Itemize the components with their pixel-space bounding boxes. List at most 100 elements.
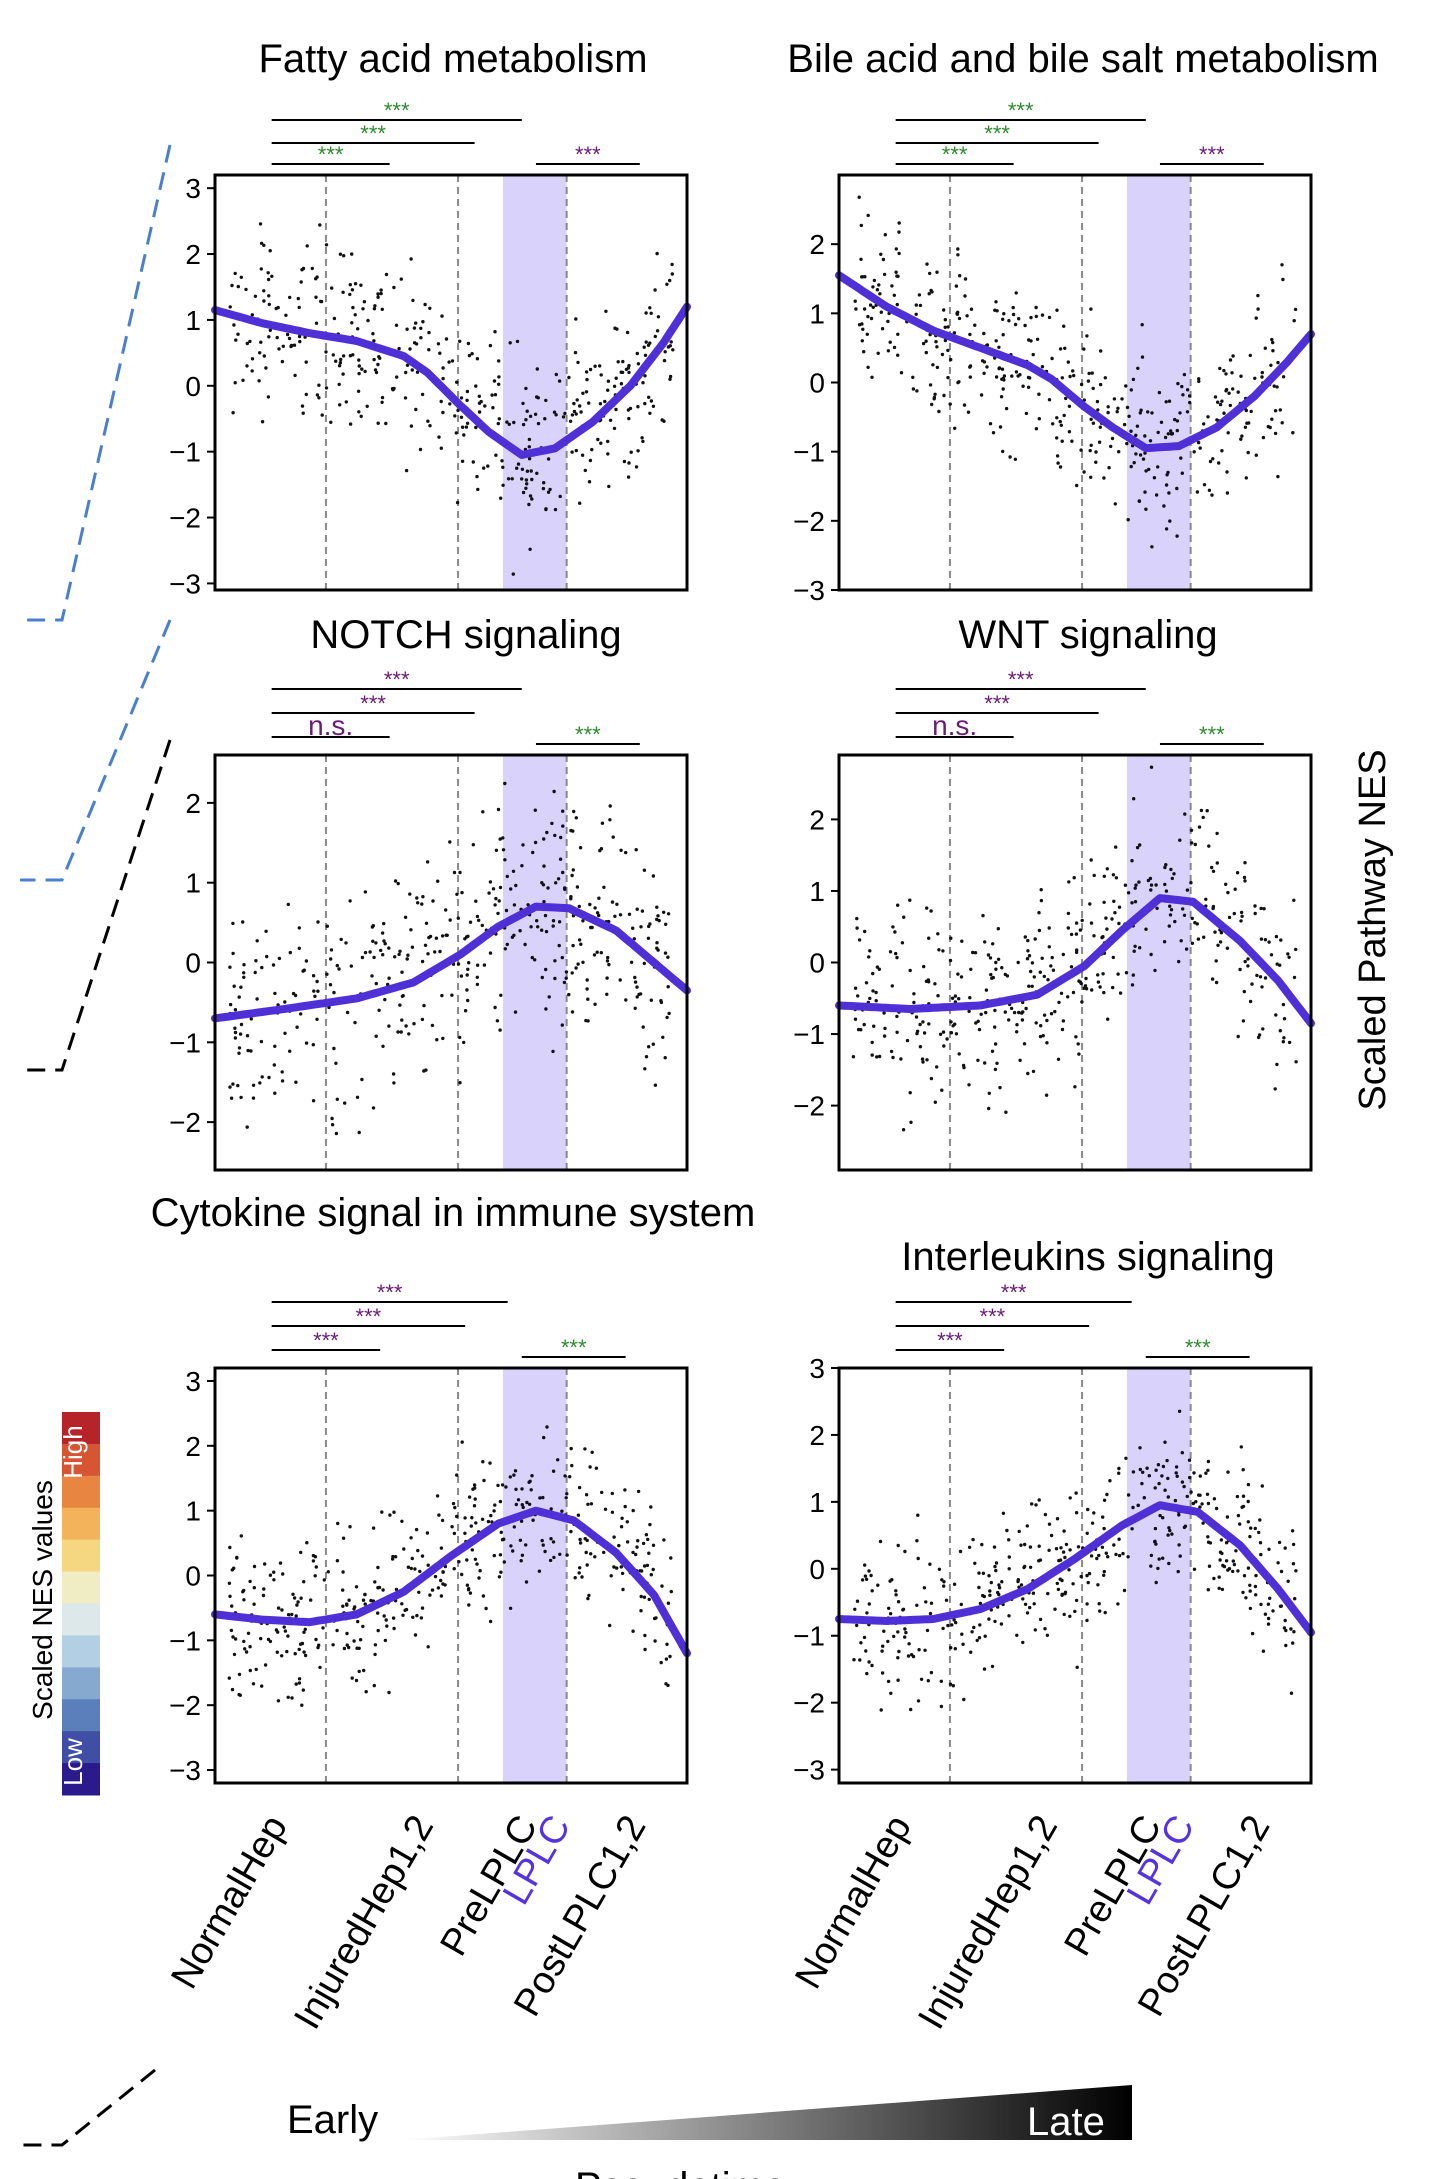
- scatter-point: [991, 431, 996, 435]
- scatter-point: [1030, 961, 1035, 965]
- scatter-point: [1067, 430, 1072, 434]
- scatter-point: [407, 1032, 411, 1036]
- scatter-point: [297, 946, 301, 950]
- scatter-point: [1133, 900, 1138, 904]
- scatter-point: [1227, 915, 1232, 920]
- scatter-point: [1278, 963, 1282, 967]
- scatter-point: [605, 959, 610, 963]
- scatter-point: [1239, 437, 1243, 441]
- scatter-point: [957, 997, 961, 1001]
- scatter-point: [337, 967, 341, 971]
- scatter-point: [237, 1051, 241, 1055]
- scatter-point: [1141, 457, 1146, 461]
- scatter-point: [575, 398, 579, 402]
- scatter-point: [1039, 1023, 1043, 1028]
- scatter-point: [423, 943, 428, 947]
- scatter-point: [477, 1576, 481, 1580]
- scatter-point: [466, 1588, 471, 1592]
- scatter-point: [303, 1653, 308, 1658]
- scatter-point: [531, 850, 535, 855]
- scatter-point: [619, 382, 624, 386]
- scatter-point: [419, 336, 423, 340]
- scatter-point: [361, 1624, 365, 1629]
- scatter-point: [646, 1537, 650, 1542]
- scatter-point: [937, 409, 941, 414]
- scatter-point: [987, 1574, 991, 1578]
- scatter-point: [317, 1643, 321, 1647]
- panel-title-4: WNT signaling: [958, 613, 1217, 657]
- scatter-point: [400, 1018, 404, 1022]
- scatter-point: [376, 1586, 380, 1590]
- scatter-point: [901, 1607, 906, 1612]
- scatter-point: [1139, 408, 1143, 412]
- scatter-point: [1078, 928, 1083, 932]
- scatter-point: [929, 1076, 934, 1081]
- scatter-point: [892, 345, 897, 350]
- scatter-point: [479, 399, 483, 404]
- scatter-point: [588, 367, 593, 372]
- scatter-point: [529, 469, 533, 473]
- scatter-point: [1290, 1529, 1295, 1533]
- scatter-point: [1163, 865, 1167, 870]
- scatter-point: [260, 1075, 264, 1079]
- scatter-point: [668, 278, 672, 283]
- scatter-point: [304, 360, 308, 364]
- scatter-point: [1102, 900, 1106, 904]
- scatter-point: [504, 908, 509, 913]
- scatter-point: [458, 339, 462, 343]
- scatter-point: [498, 837, 502, 841]
- scatter-point: [357, 1130, 361, 1135]
- scatter-point: [294, 1682, 298, 1686]
- scatter-point: [243, 1647, 247, 1651]
- scatter-point: [450, 359, 455, 363]
- scatter-point: [914, 303, 918, 307]
- scatter-point: [467, 353, 472, 358]
- scatter-point: [441, 1582, 445, 1586]
- scatter-point: [404, 1024, 408, 1028]
- scatter-point: [475, 982, 480, 987]
- scatter-point: [1271, 1609, 1275, 1613]
- scatter-point: [667, 1011, 671, 1016]
- scatter-point: [1196, 440, 1201, 445]
- scatter-point: [1281, 1002, 1286, 1007]
- scatter-point: [1165, 473, 1169, 477]
- scatter-point: [426, 952, 430, 956]
- scatter-point: [1259, 937, 1264, 941]
- scatter-point: [1072, 876, 1076, 880]
- scatter-point: [475, 357, 480, 361]
- scatter-point: [931, 363, 935, 367]
- scatter-point: [466, 341, 471, 346]
- scatter-point: [528, 414, 533, 418]
- scatter-point: [588, 458, 593, 463]
- scatter-point: [310, 266, 314, 271]
- scatter-point: [1263, 1612, 1268, 1616]
- scatter-point: [1018, 1058, 1022, 1063]
- scatter-point: [864, 1577, 869, 1582]
- scatter-point: [1243, 879, 1247, 883]
- scatter-point: [1287, 1040, 1292, 1045]
- scatter-point: [634, 848, 638, 852]
- scatter-point: [993, 1564, 997, 1569]
- scatter-point: [572, 401, 576, 406]
- scatter-point: [260, 965, 264, 970]
- scatter-point: [586, 1596, 590, 1601]
- scatter-point: [1085, 334, 1089, 338]
- scatter-point: [264, 929, 268, 933]
- scatter-point: [946, 325, 950, 329]
- scatter-point: [981, 913, 985, 918]
- scatter-point: [643, 353, 648, 357]
- scatter-point: [984, 988, 989, 992]
- scatter-point: [912, 992, 916, 996]
- scatter-point: [1058, 419, 1062, 424]
- y-tick-label: −2: [793, 1091, 825, 1122]
- scatter-point: [1282, 1017, 1287, 1021]
- scatter-point: [576, 1513, 581, 1517]
- scatter-point: [1224, 1559, 1229, 1563]
- scatter-point: [1152, 476, 1157, 480]
- scatter-point: [1246, 1566, 1251, 1570]
- scatter-point: [585, 1538, 589, 1543]
- scatter-point: [1068, 1614, 1072, 1619]
- scatter-point: [646, 343, 651, 347]
- scatter-point: [1191, 1501, 1196, 1506]
- scatter-point: [634, 465, 639, 469]
